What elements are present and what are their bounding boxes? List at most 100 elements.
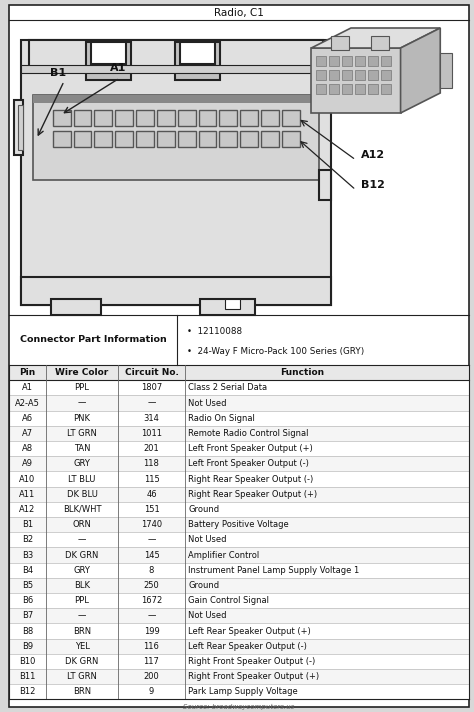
Bar [440,53,452,88]
Text: 117: 117 [144,657,159,666]
Bar [136,110,154,126]
Text: —: — [78,399,86,407]
Text: GRY: GRY [73,459,91,468]
Text: 200: 200 [144,672,159,681]
Bar [316,56,326,66]
Bar [9,532,469,548]
Text: A2-A5: A2-A5 [15,399,40,407]
Text: —: — [78,612,86,620]
Bar [381,84,391,94]
Text: Right Front Speaker Output (-): Right Front Speaker Output (-) [188,657,316,666]
Bar [9,548,469,562]
Text: 118: 118 [144,459,159,468]
Bar [9,624,469,639]
Text: Pin: Pin [19,368,36,377]
Bar [115,110,133,126]
Bar [94,110,112,126]
Bar [9,684,469,699]
Bar [9,486,469,502]
Text: B12: B12 [361,180,385,190]
Bar [282,131,300,147]
Text: BLK: BLK [74,581,90,590]
Bar [9,654,469,669]
Text: 1011: 1011 [141,429,162,438]
Text: A9: A9 [22,459,33,468]
Bar [21,65,331,73]
Text: 9: 9 [149,687,154,696]
Bar [180,42,215,64]
Text: Left Front Speaker Output (+): Left Front Speaker Output (+) [188,444,313,453]
Text: PPL: PPL [74,383,90,392]
Text: BRN: BRN [73,627,91,636]
Text: Left Front Speaker Output (-): Left Front Speaker Output (-) [188,459,309,468]
Text: 1740: 1740 [141,520,162,529]
Bar [9,456,469,471]
Bar [9,380,469,395]
Bar [342,84,352,94]
Text: —: — [147,535,155,544]
Bar [329,84,339,94]
Bar [9,562,469,578]
Bar [319,170,331,200]
Text: LT GRN: LT GRN [67,672,97,681]
Bar [368,84,378,94]
Text: LT GRN: LT GRN [67,429,97,438]
Bar [9,593,469,608]
Bar [240,110,258,126]
Text: YEL: YEL [74,642,90,651]
Bar [115,131,133,147]
Bar [73,110,91,126]
Bar [319,75,331,105]
Text: Class 2 Serial Data: Class 2 Serial Data [188,383,267,392]
Text: Battery Positive Voltage: Battery Positive Voltage [188,520,289,529]
Bar [355,84,365,94]
Text: B9: B9 [22,642,33,651]
Text: A10: A10 [19,474,36,483]
Text: Function: Function [280,368,324,377]
Text: A12: A12 [19,505,36,514]
Text: Gain Control Signal: Gain Control Signal [188,596,269,605]
Text: B2: B2 [22,535,33,544]
Text: A7: A7 [22,429,33,438]
Text: 1672: 1672 [141,596,162,605]
Text: A8: A8 [22,444,33,453]
Text: 115: 115 [144,474,159,483]
Text: ORN: ORN [73,520,91,529]
Text: 250: 250 [144,581,159,590]
Text: Remote Radio Control Signal: Remote Radio Control Signal [188,429,309,438]
Text: Radio On Signal: Radio On Signal [188,414,255,423]
Text: Amplifier Control: Amplifier Control [188,550,259,560]
Bar [33,95,319,103]
Bar [329,56,339,66]
Bar [33,95,319,180]
Text: Circuit No.: Circuit No. [125,368,178,377]
Text: B1: B1 [22,520,33,529]
Bar [355,70,365,80]
Bar [199,110,217,126]
Text: LT BLU: LT BLU [68,474,96,483]
Text: 145: 145 [144,550,159,560]
Bar [14,100,24,155]
Bar [316,84,326,94]
Bar [136,131,154,147]
Bar [331,36,349,50]
Bar [178,131,196,147]
Text: 151: 151 [144,505,159,514]
Bar [9,502,469,517]
Bar [157,131,175,147]
Text: Left Rear Speaker Output (+): Left Rear Speaker Output (+) [188,627,311,636]
Bar [199,131,217,147]
Bar [240,131,258,147]
Bar [282,110,300,126]
Text: Connector Part Information: Connector Part Information [19,335,166,345]
Bar [381,70,391,80]
Text: 116: 116 [144,642,159,651]
Text: Wire Color: Wire Color [55,368,109,377]
Bar [9,608,469,624]
Bar [73,131,91,147]
Bar [219,110,237,126]
Bar [9,639,469,654]
Bar [316,70,326,80]
Bar [91,42,126,64]
Text: Source: broadwaycomputers.us: Source: broadwaycomputers.us [183,704,294,710]
